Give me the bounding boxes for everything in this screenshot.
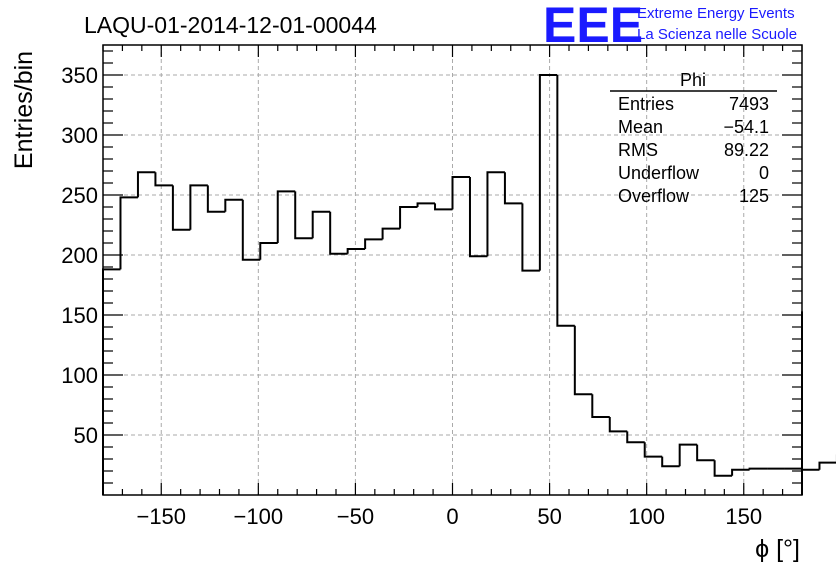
histogram-bin <box>643 442 663 458</box>
stats-box: Phi Entries 7493 Mean −54.1 RMS 89.22 Underflo… <box>610 70 777 206</box>
stats-row-label: Underflow <box>618 163 700 183</box>
eee-logo-line1: Extreme Energy Events <box>637 5 795 22</box>
histogram-bin <box>346 248 366 254</box>
histogram-bin <box>573 325 593 396</box>
y-tick-label: 250 <box>61 183 98 208</box>
histogram-bin <box>486 171 505 257</box>
stats-row-value: −54.1 <box>723 117 769 137</box>
histogram-bin <box>626 431 645 444</box>
histogram-bin <box>259 242 278 260</box>
axis-ticks <box>102 45 803 495</box>
grid-lines <box>103 45 802 495</box>
stats-box-title: Phi <box>680 70 706 90</box>
eee-logo-mark: EEE <box>543 0 643 53</box>
x-tick-label: −50 <box>337 504 374 529</box>
y-tick-label: 300 <box>61 123 98 148</box>
histogram-bin <box>696 444 715 462</box>
histogram-bin <box>189 184 208 230</box>
histogram-bin <box>608 417 628 433</box>
x-tick-label: 150 <box>725 504 762 529</box>
histogram-bin <box>224 198 243 212</box>
histogram-bin <box>381 227 401 240</box>
x-tick-label: 100 <box>628 504 665 529</box>
histogram-bin <box>521 203 540 272</box>
histogram-bin <box>678 443 698 467</box>
histogram-bin <box>416 202 436 207</box>
histogram-bin <box>276 190 296 243</box>
histogram-bin <box>136 171 156 198</box>
stats-row-value: 89.22 <box>724 140 769 160</box>
histogram-bin <box>748 467 768 470</box>
y-tick-label: 50 <box>74 423 98 448</box>
histogram-bin <box>399 206 418 229</box>
x-tick-labels: −150 −100 −50 0 50 100 150 <box>136 504 762 529</box>
histogram-bin <box>171 185 191 231</box>
histogram-series <box>102 74 836 495</box>
histogram-bin <box>538 74 558 271</box>
histogram-bin <box>713 460 733 477</box>
y-tick-label: 100 <box>61 363 98 388</box>
histogram-bin <box>294 191 313 240</box>
histogram-bin <box>119 196 138 270</box>
eee-logo-line2: La Scienza nelle Scuole <box>637 26 797 43</box>
histogram-bin <box>241 199 261 261</box>
histogram-bin <box>731 468 750 476</box>
y-axis-label: Entries/bin <box>10 51 38 169</box>
histogram-bin <box>206 185 226 213</box>
chart-title: LAQU-01-2014-12-01-00044 <box>84 12 377 38</box>
stats-row-label: Overflow <box>618 186 690 206</box>
x-tick-label: −100 <box>234 504 284 529</box>
stats-rows: Entries 7493 Mean −54.1 RMS 89.22 Underflow 0 Ov… <box>618 94 769 206</box>
histogram-bin <box>503 172 523 205</box>
x-axis-label: ϕ [°] <box>755 535 800 563</box>
x-tick-label: −150 <box>136 504 186 529</box>
y-tick-label: 150 <box>61 303 98 328</box>
histogram-bin <box>801 468 820 471</box>
stats-row-label: Entries <box>618 94 674 114</box>
y-tick-label: 350 <box>61 63 98 88</box>
histogram-bin <box>451 176 470 210</box>
y-tick-label: 200 <box>61 243 98 268</box>
x-tick-label: 0 <box>446 504 458 529</box>
histogram-bin <box>591 394 610 418</box>
histogram-bin <box>468 177 488 258</box>
y-tick-labels: 50 100 150 200 250 300 350 <box>61 63 98 448</box>
histogram-bin <box>311 210 331 239</box>
histogram-bin <box>364 238 383 249</box>
histogram-bin <box>154 172 173 187</box>
histogram-bin <box>556 75 575 327</box>
eee-logo: EEE Extreme Energy Events La Scienza nel… <box>543 0 797 53</box>
stats-row-label: Mean <box>618 117 663 137</box>
histogram-bin <box>661 456 680 468</box>
histogram-bin <box>818 461 836 470</box>
histogram-bin <box>329 211 348 255</box>
stats-row-value: 0 <box>759 163 769 183</box>
x-tick-label: 50 <box>537 504 561 529</box>
histogram-bin <box>434 203 453 211</box>
stats-row-value: 125 <box>739 186 769 206</box>
stats-row-label: RMS <box>618 140 658 160</box>
stats-row-value: 7493 <box>729 94 769 114</box>
